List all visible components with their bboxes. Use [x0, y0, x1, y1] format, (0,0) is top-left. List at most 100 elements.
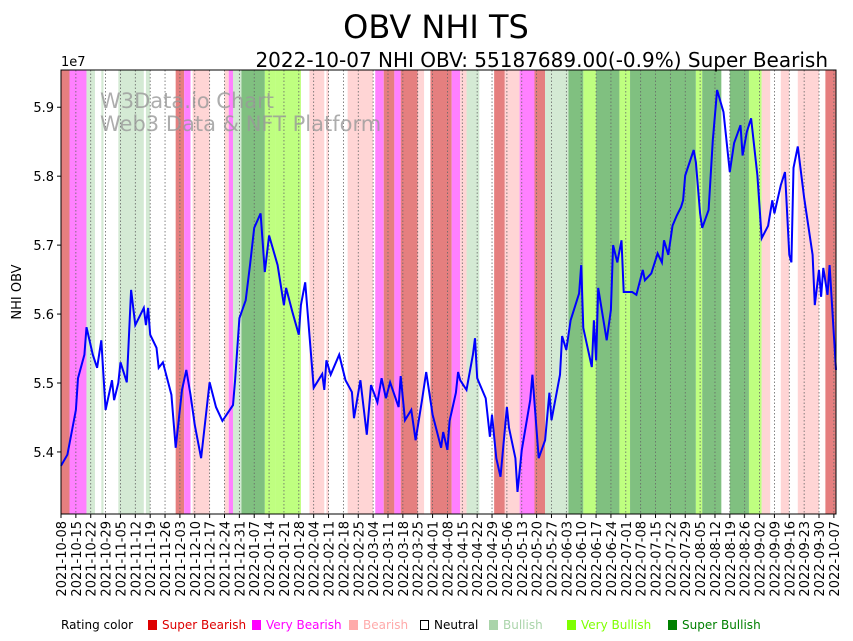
legend-label-bearish: Bearish — [363, 618, 408, 632]
y-tick-label: 5.4 — [33, 446, 54, 461]
x-tick-label: 2022-09-23 — [798, 521, 813, 597]
rating-band-very-bearish — [394, 70, 401, 514]
x-tick-label: 2022-10-07 — [828, 521, 843, 597]
x-tick-label: 2022-06-03 — [560, 521, 575, 597]
rating-band-bullish — [232, 70, 242, 514]
vertical-gridlines — [60, 70, 835, 514]
legend-swatch-bullish — [489, 620, 498, 630]
x-axis: 2021-10-08 2021-10-15 2021-10-22 2021-10-29… — [55, 514, 843, 597]
y-axis: 5.4 5.5 5.6 5.7 5.8 5.9 — [33, 101, 61, 461]
legend-swatch-neutral — [420, 620, 429, 630]
watermark-line-1: W3Data.io Chart — [100, 89, 274, 113]
x-tick-label: 2022-06-10 — [575, 521, 590, 597]
x-tick-label: 2021-11-12 — [129, 521, 144, 597]
x-tick-label: 2022-02-11 — [323, 521, 338, 597]
legend-swatch-bearish — [349, 620, 358, 630]
y-tick-label: 5.9 — [33, 101, 54, 116]
rating-band-bearish — [309, 70, 325, 514]
legend-title: Rating color — [61, 618, 133, 632]
legend-label-super-bearish: Super Bearish — [162, 618, 246, 632]
rating-band-very-bearish — [451, 70, 461, 514]
legend-swatch-super-bullish — [668, 620, 677, 630]
x-tick-label: 2022-05-06 — [501, 521, 516, 597]
x-tick-label: 2022-03-11 — [382, 521, 397, 597]
x-tick-label: 2022-09-02 — [754, 521, 769, 597]
rating-band-super-bearish — [383, 70, 395, 514]
rating-band-super-bearish — [61, 70, 70, 514]
rating-band-very-bearish — [375, 70, 384, 514]
rating-band-bearish — [780, 70, 790, 514]
rating-band-super-bullish — [241, 70, 265, 514]
x-tick-label: 2022-04-08 — [441, 521, 456, 597]
plot-frame — [60, 69, 837, 515]
x-tick-label: 2021-12-17 — [204, 521, 219, 597]
legend-label-bullish: Bullish — [503, 618, 543, 632]
x-tick-label: 2022-01-21 — [278, 521, 293, 597]
x-tick-label: 2021-11-19 — [144, 521, 159, 597]
x-tick-label: 2022-06-24 — [605, 521, 620, 597]
x-tick-label: 2021-12-24 — [218, 521, 233, 597]
legend-label-super-bullish: Super Bullish — [682, 618, 761, 632]
x-tick-label: 2022-07-01 — [620, 521, 635, 597]
x-tick-label: 2022-09-30 — [813, 521, 828, 597]
rating-band-very-bullish — [583, 70, 597, 514]
x-tick-label: 2022-04-01 — [427, 521, 442, 597]
x-tick-label: 2022-03-25 — [412, 521, 427, 597]
x-tick-label: 2021-12-03 — [174, 521, 189, 597]
rating-band-bearish — [192, 70, 210, 514]
rating-band-super-bearish — [400, 70, 418, 514]
y-tick-label: 5.5 — [33, 377, 54, 392]
x-tick-label: 2022-07-22 — [664, 521, 679, 597]
rating-band-bullish — [145, 70, 151, 514]
rating-band-bullish — [466, 70, 480, 514]
x-tick-label: 2022-06-17 — [590, 521, 605, 597]
rating-band-very-bearish — [228, 70, 233, 514]
rating-band-very-bullish — [695, 70, 703, 514]
rating-band-bullish — [545, 70, 569, 514]
x-tick-label: 2022-04-22 — [471, 521, 486, 597]
x-tick-label: 2022-08-26 — [739, 521, 754, 597]
x-tick-label: 2022-02-04 — [308, 521, 323, 597]
rating-band-bearish — [347, 70, 374, 514]
rating-band-super-bullish — [729, 70, 749, 514]
x-tick-label: 2022-08-05 — [694, 521, 709, 597]
x-tick-label: 2021-10-22 — [85, 521, 100, 597]
rating-band-bullish — [101, 70, 104, 514]
x-tick-label: 2022-08-19 — [724, 521, 739, 597]
x-tick-label: 2021-10-29 — [100, 521, 115, 597]
x-tick-label: 2022-07-08 — [635, 521, 650, 597]
legend-label-neutral: Neutral — [434, 618, 478, 632]
legend-swatch-very-bullish — [567, 620, 576, 630]
y-tick-label: 5.8 — [33, 170, 54, 185]
x-tick-label: 2022-07-15 — [650, 521, 665, 597]
x-tick-label: 2022-02-18 — [337, 521, 352, 597]
rating-band-super-bearish — [430, 70, 452, 514]
x-tick-label: 2022-09-16 — [783, 521, 798, 597]
rating-band-super-bullish — [596, 70, 620, 514]
rating-band-bearish — [460, 70, 467, 514]
x-tick-label: 2022-05-13 — [516, 521, 531, 597]
rating-band-very-bullish — [264, 70, 276, 514]
x-tick-label: 2022-03-04 — [367, 521, 382, 597]
rating-band-super-bearish — [494, 70, 505, 514]
rating-band-bearish — [504, 70, 520, 514]
x-tick-label: 2022-09-09 — [768, 521, 783, 597]
x-tick-label: 2021-11-26 — [159, 521, 174, 597]
x-tick-label: 2022-01-28 — [293, 521, 308, 597]
chart-subtitle: 2022-10-07 NHI OBV: 55187689.00(-0.9%) S… — [255, 48, 828, 72]
rating-band-super-bullish — [702, 70, 722, 514]
x-tick-label: 2022-04-29 — [486, 521, 501, 597]
y-multiplier: 1e7 — [61, 55, 86, 70]
rating-band-bearish — [417, 70, 425, 514]
y-tick-label: 5.6 — [33, 308, 54, 323]
y-tick-label: 5.7 — [33, 239, 54, 254]
legend-swatch-very-bearish — [252, 620, 261, 630]
watermark-line-2: Web3 Data & NFT Platform — [100, 112, 381, 136]
legend-label-very-bullish: Very Bullish — [581, 618, 651, 632]
x-tick-label: 2022-03-18 — [397, 521, 412, 597]
rating-band-super-bullish — [630, 70, 696, 514]
x-tick-label: 2022-01-14 — [263, 521, 278, 597]
chart-title: OBV NHI TS — [343, 8, 529, 46]
rating-band-bearish — [326, 70, 329, 514]
